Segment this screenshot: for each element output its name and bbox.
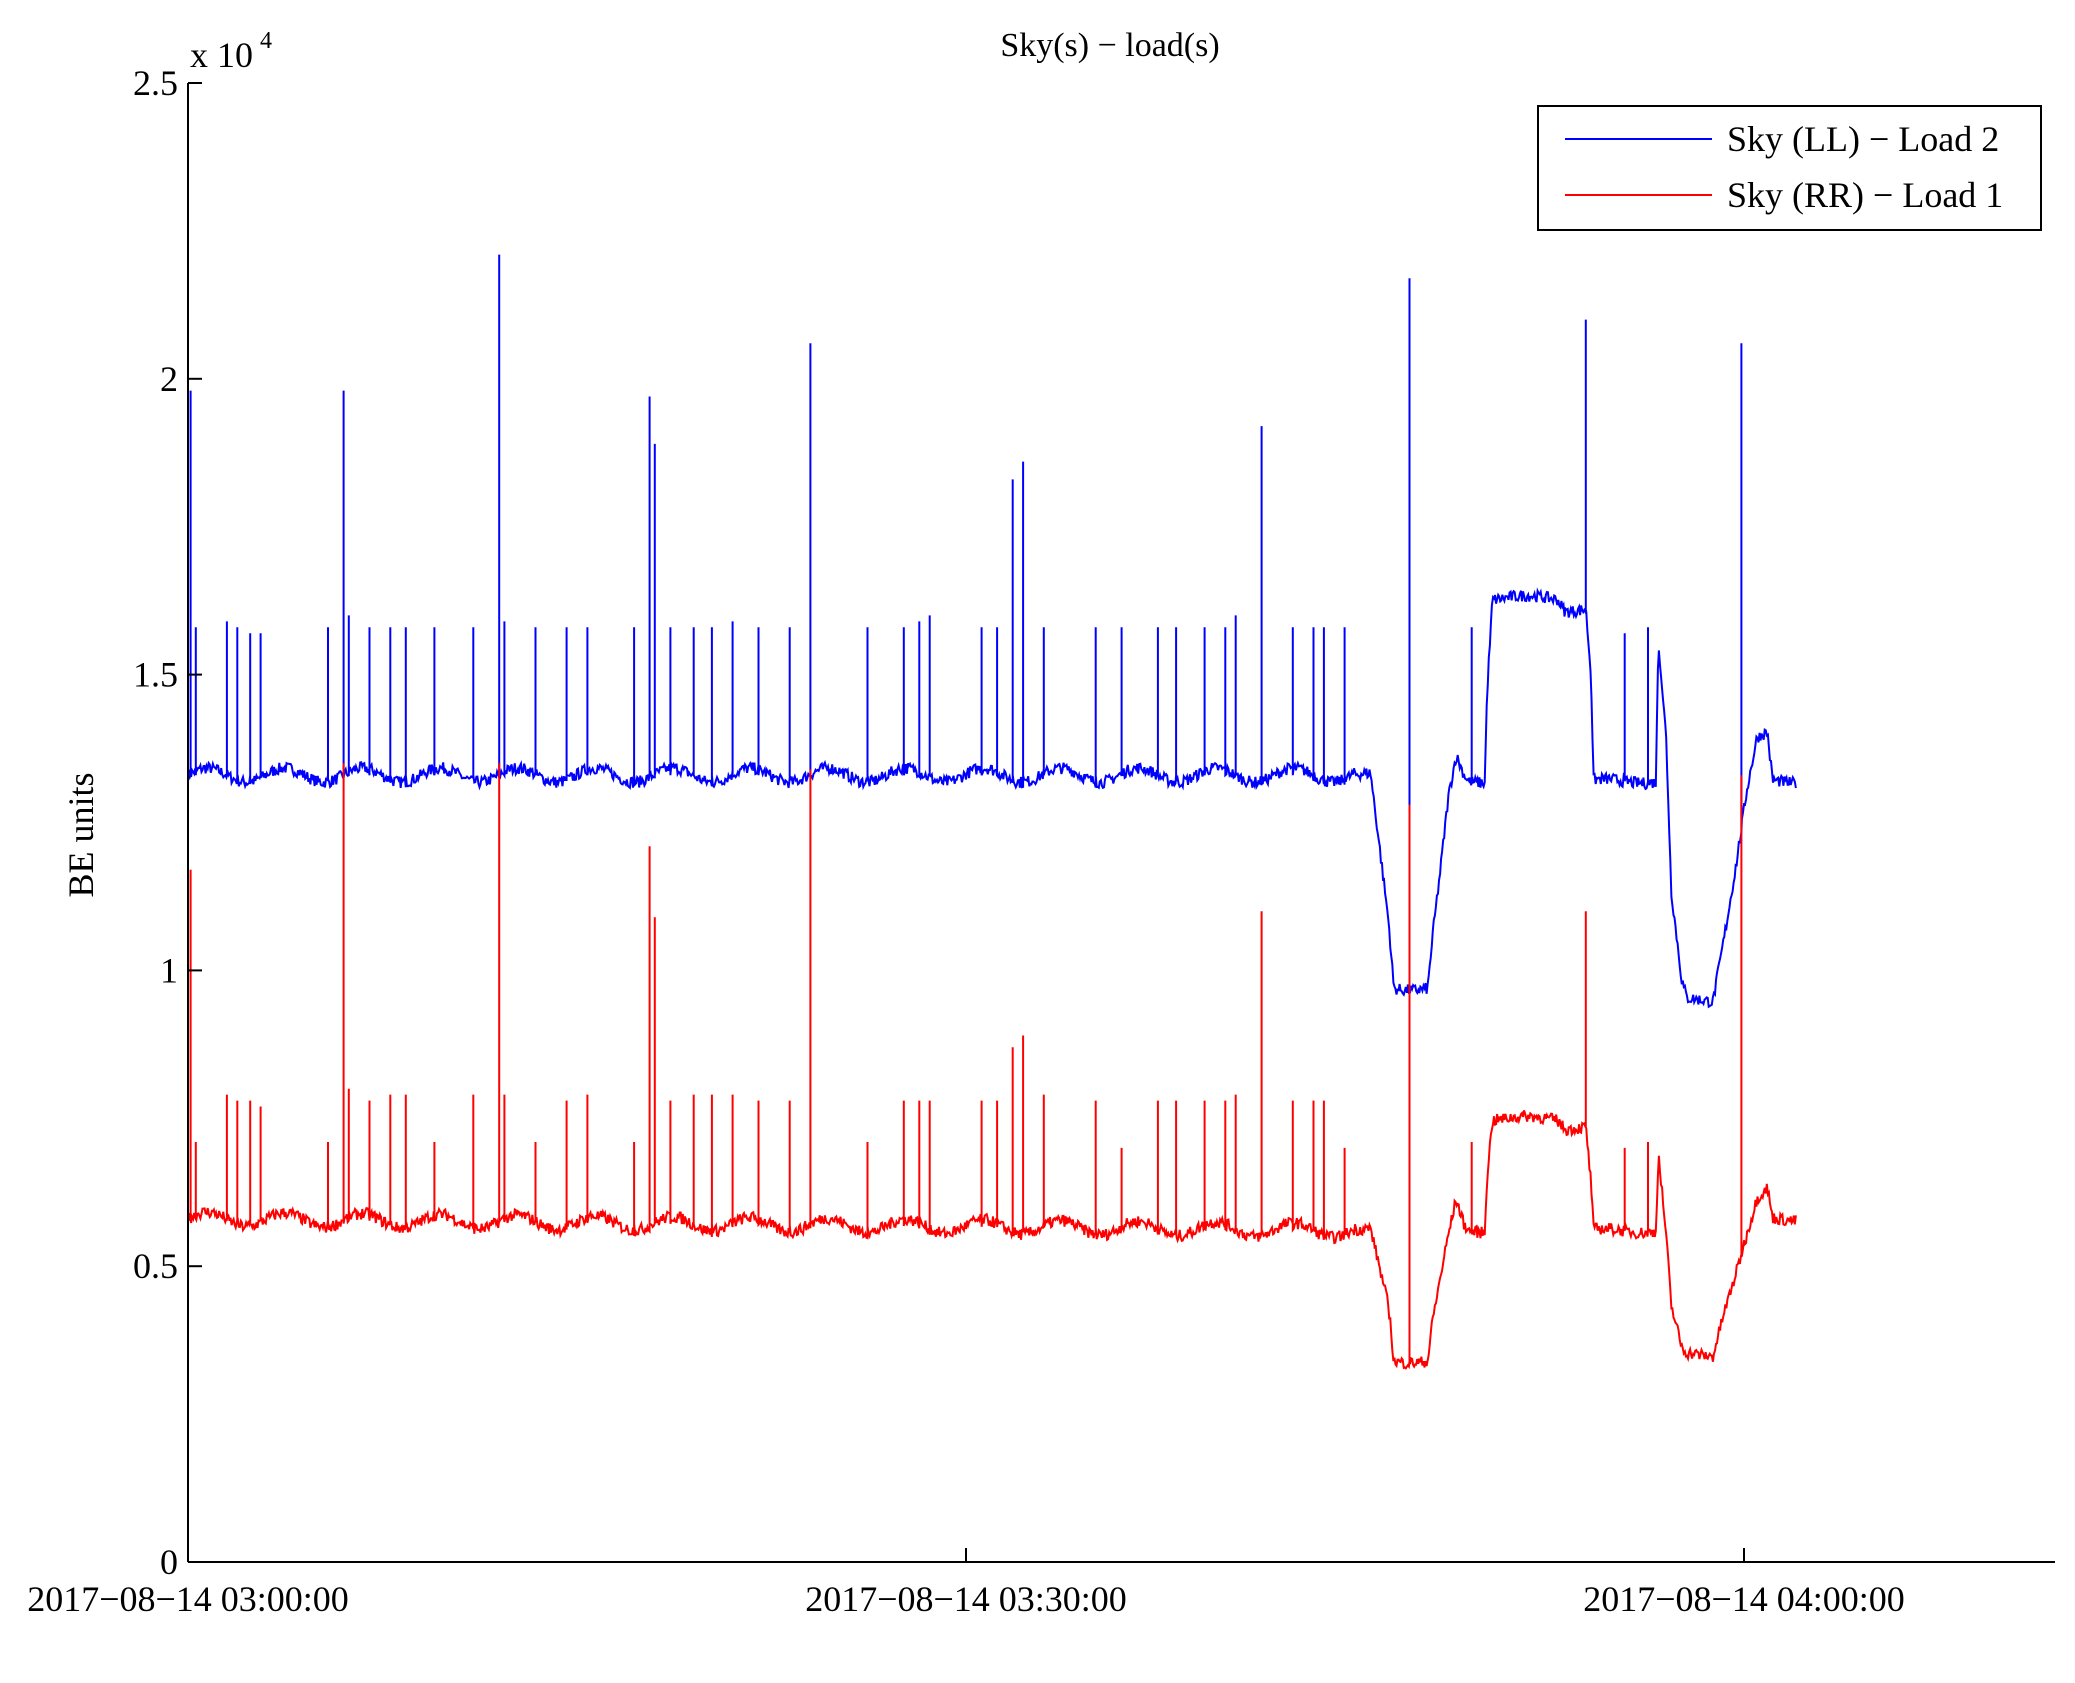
x-tick-label: 2017−08−14 03:00:00 xyxy=(27,1579,349,1619)
y-tick-label: 2 xyxy=(160,359,178,399)
y-tick-label: 0 xyxy=(160,1542,178,1582)
y-axis-title: BE units xyxy=(61,772,101,897)
x-tick-label: 2017−08−14 03:30:00 xyxy=(805,1579,1127,1619)
legend-box xyxy=(1537,105,2042,231)
y-tick-label: 0.5 xyxy=(133,1246,178,1286)
y-ticks: 0 0.5 1 1.5 2 2.5 xyxy=(133,63,202,1582)
chart-title: Sky(s) − load(s) xyxy=(1000,27,1219,64)
x-ticks: 2017−08−14 03:00:00 2017−08−14 03:30:00 20… xyxy=(27,1548,1905,1619)
y-multiplier-exponent: 4 xyxy=(260,28,272,54)
y-tick-label: 2.5 xyxy=(133,63,178,103)
y-tick-label: 1.5 xyxy=(133,655,178,695)
y-multiplier-text: x 10 xyxy=(190,35,253,75)
series-line-0 xyxy=(187,254,1797,1009)
series-layer xyxy=(187,254,1797,1370)
legend-label-sky-ll: Sky (LL) − Load 2 xyxy=(1727,119,1999,159)
legend-label-sky-rr: Sky (RR) − Load 1 xyxy=(1727,175,2003,215)
y-axis-multiplier: x 10 4 xyxy=(190,28,272,75)
x-tick-label: 2017−08−14 04:00:00 xyxy=(1583,1579,1905,1619)
legend: Sky (LL) − Load 2 Sky (RR) − Load 1 xyxy=(1537,105,2042,231)
series-line-1 xyxy=(187,763,1797,1370)
axes xyxy=(187,83,2055,1563)
y-tick-label: 1 xyxy=(160,950,178,990)
